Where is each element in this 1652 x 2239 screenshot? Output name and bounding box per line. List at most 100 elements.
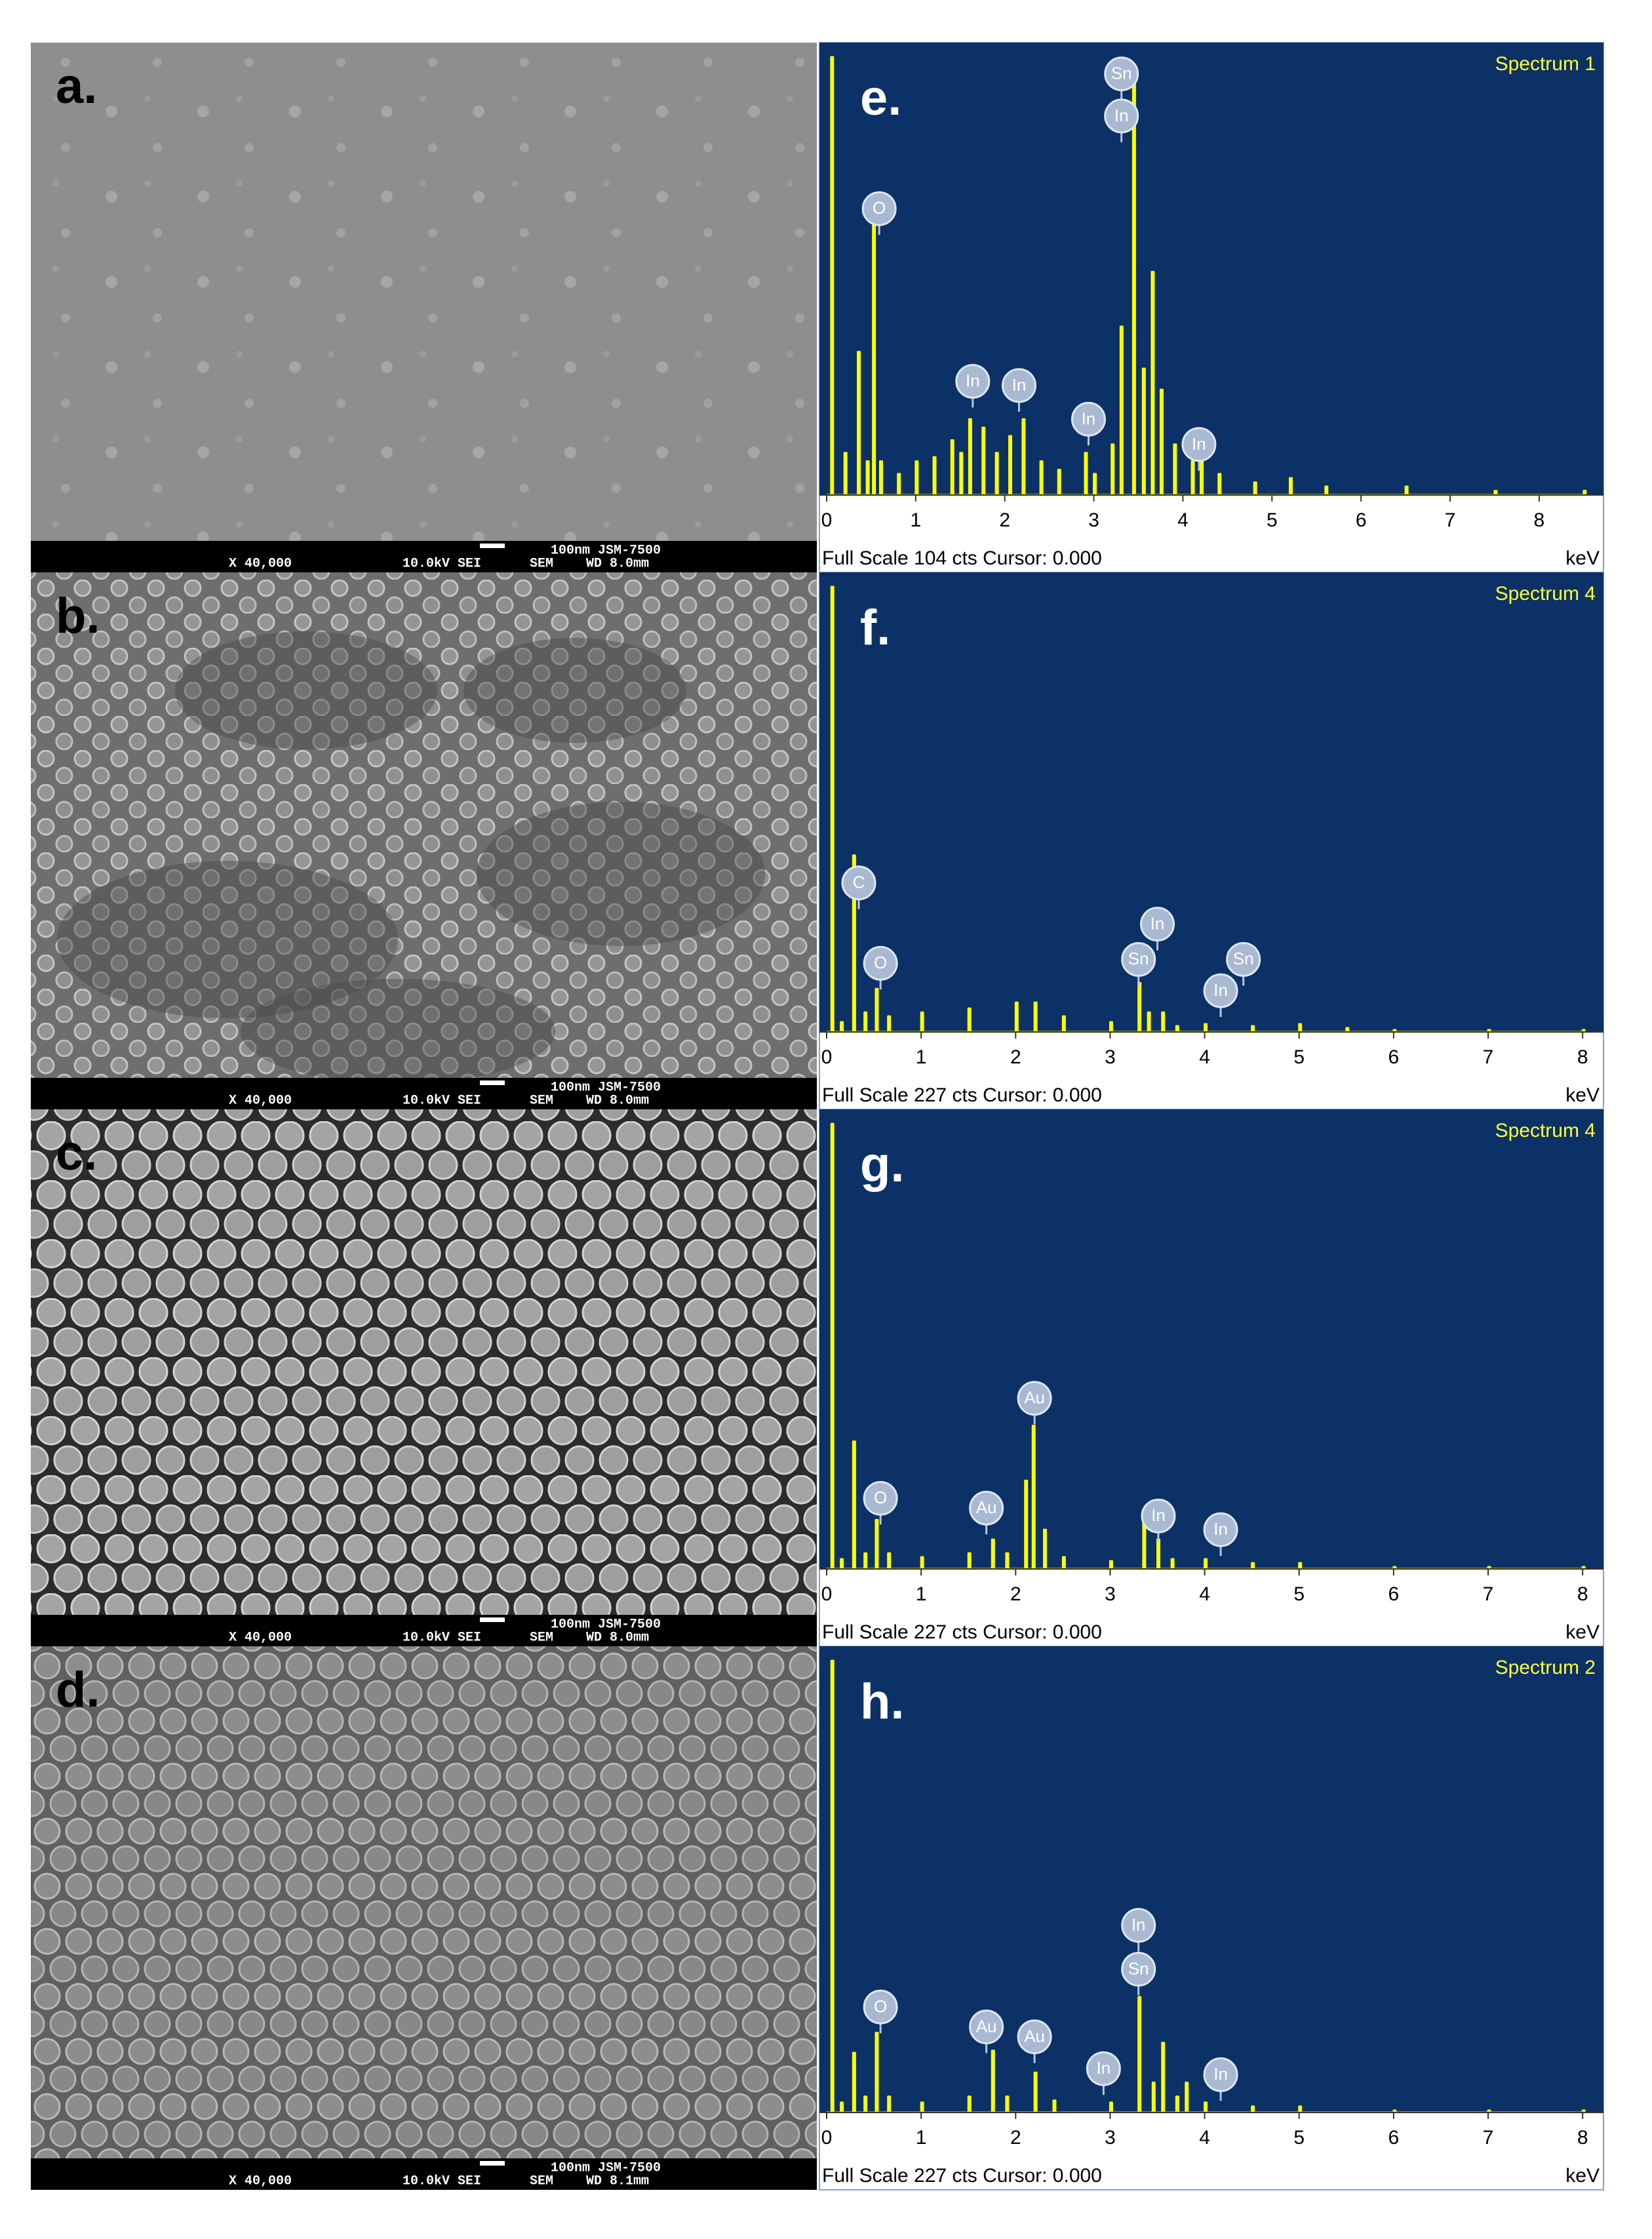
plot-area <box>819 572 1603 1032</box>
peak-label: O <box>874 953 887 972</box>
peak-label: In <box>1097 2058 1111 2078</box>
sem-voltage: 10.0kV SEI <box>403 2173 481 2189</box>
peak-label-bubble <box>1141 1498 1176 1534</box>
sem-info-bar <box>31 1078 817 1109</box>
peak-label-bubble <box>1203 2057 1238 2092</box>
x-tick-label: 2 <box>999 509 1010 531</box>
peak-label: Au <box>976 2016 997 2036</box>
panel-label: a. <box>56 58 97 114</box>
sem-mode: SEM <box>530 556 553 571</box>
sem-magnification: X 40,000 <box>229 2173 292 2189</box>
x-tick-label: 1 <box>911 509 922 531</box>
peak-label: O <box>874 1488 887 1507</box>
sem-dark-region <box>175 631 437 749</box>
spectrum-title: Spectrum 1 <box>1495 53 1596 75</box>
peak-label-bubble <box>861 191 897 226</box>
peak-label: In <box>1150 913 1165 933</box>
peak-label: In <box>1131 1915 1146 1935</box>
sem-magnification: X 40,000 <box>229 1093 292 1108</box>
plot-area <box>819 1109 1603 1569</box>
x-tick-label: 4 <box>1199 2127 1210 2149</box>
peak-label-bubble <box>1203 1512 1238 1547</box>
sem-dark-region <box>477 802 765 946</box>
sem-image <box>31 43 817 541</box>
sem-magnification: X 40,000 <box>229 556 292 571</box>
peak-label: In <box>1213 980 1228 1000</box>
spectrum-footer: Full Scale 104 cts Cursor: 0.000 <box>822 547 1102 569</box>
peak-label-bubble <box>1121 1908 1156 1943</box>
peak-label-bubble <box>955 364 991 399</box>
spectrum-footer: Full Scale 227 cts Cursor: 0.000 <box>822 1084 1102 1106</box>
x-tick-label: 4 <box>1199 1046 1210 1068</box>
panel-label: d. <box>56 1662 100 1718</box>
x-tick-label: 6 <box>1356 509 1367 531</box>
spectrum-title: Spectrum 4 <box>1495 1120 1596 1141</box>
spectrum-footer: Full Scale 227 cts Cursor: 0.000 <box>822 1621 1102 1643</box>
sem-scale: 100nm JSM-7500 <box>551 2160 661 2175</box>
x-tick-label: 1 <box>916 1046 927 1068</box>
sem-scale: 100nm JSM-7500 <box>551 543 661 558</box>
peak-label: O <box>873 198 886 218</box>
x-tick-label: 3 <box>1105 1046 1116 1068</box>
spectrum-footer: Full Scale 227 cts Cursor: 0.000 <box>822 2165 1102 2187</box>
peak-label-bubble <box>969 1490 1004 1526</box>
peak-label: O <box>874 1996 887 2016</box>
peak-label: In <box>1114 106 1129 125</box>
x-axis-label: keV <box>1565 2165 1600 2187</box>
x-tick-label: 2 <box>1010 1583 1021 1605</box>
peak-label: Sn <box>1233 949 1254 968</box>
peak-label: In <box>1192 434 1206 454</box>
sem-dark-region <box>57 861 398 1018</box>
spectrum-title: Spectrum 4 <box>1495 583 1596 604</box>
peak-label-bubble <box>1017 2019 1052 2055</box>
sem-scale: 100nm JSM-7500 <box>551 1080 661 1095</box>
panel-label: g. <box>860 1137 905 1193</box>
peak-label: Au <box>1024 1388 1045 1408</box>
panel-label: e. <box>860 70 901 126</box>
panel-label: b. <box>56 588 100 644</box>
peak-label: In <box>1151 1505 1166 1525</box>
sem-wd: WD 8.0mm <box>586 1630 649 1645</box>
peak-label-bubble <box>863 1480 898 1516</box>
peak-label-bubble <box>1104 98 1139 134</box>
x-tick-label: 5 <box>1293 1046 1305 1068</box>
x-tick-label: 0 <box>821 509 833 531</box>
panel-label: h. <box>860 1674 905 1730</box>
sem-wd: WD 8.0mm <box>586 556 649 571</box>
x-tick-label: 7 <box>1483 1583 1494 1605</box>
peak-label-bubble <box>1017 1381 1052 1416</box>
peak-label: In <box>966 370 980 390</box>
scale-bar <box>480 544 505 548</box>
sem-mode: SEM <box>530 1630 553 1645</box>
peak-label-bubble <box>1181 427 1217 462</box>
peak-label-bubble <box>1071 401 1106 437</box>
x-tick-label: 7 <box>1483 1046 1494 1068</box>
spectrum-trace <box>825 585 1586 1033</box>
peak-label-bubble <box>1121 1951 1156 1987</box>
panel-label: f. <box>860 600 890 656</box>
peak-label-bubble <box>841 865 876 901</box>
peak-label-bubble <box>1086 2051 1121 2086</box>
panel-label: c. <box>56 1125 97 1181</box>
x-tick-label: 5 <box>1293 1583 1305 1605</box>
peak-label-bubble <box>969 2009 1004 2044</box>
peak-label-bubble <box>1203 973 1238 1008</box>
x-tick-label: 8 <box>1534 509 1545 531</box>
peak-label: In <box>1012 375 1027 395</box>
sem-wd: WD 8.0mm <box>586 1093 649 1108</box>
x-tick-label: 2 <box>1010 1046 1021 1068</box>
x-tick-label: 3 <box>1088 509 1099 531</box>
x-tick-label: 1 <box>916 2127 927 2149</box>
spectrum-title: Spectrum 2 <box>1495 1657 1596 1678</box>
plot-area <box>819 43 1603 495</box>
peak-label: In <box>1082 408 1096 428</box>
x-tick-label: 0 <box>821 1046 833 1068</box>
x-tick-label: 7 <box>1483 2127 1494 2149</box>
scale-bar <box>480 1080 505 1085</box>
x-tick-label: 4 <box>1199 1583 1210 1605</box>
peak-label-bubble <box>1226 941 1261 977</box>
peak-label: Sn <box>1128 1958 1149 1978</box>
x-tick-label: 0 <box>821 1583 833 1605</box>
peak-label: Sn <box>1111 64 1132 83</box>
